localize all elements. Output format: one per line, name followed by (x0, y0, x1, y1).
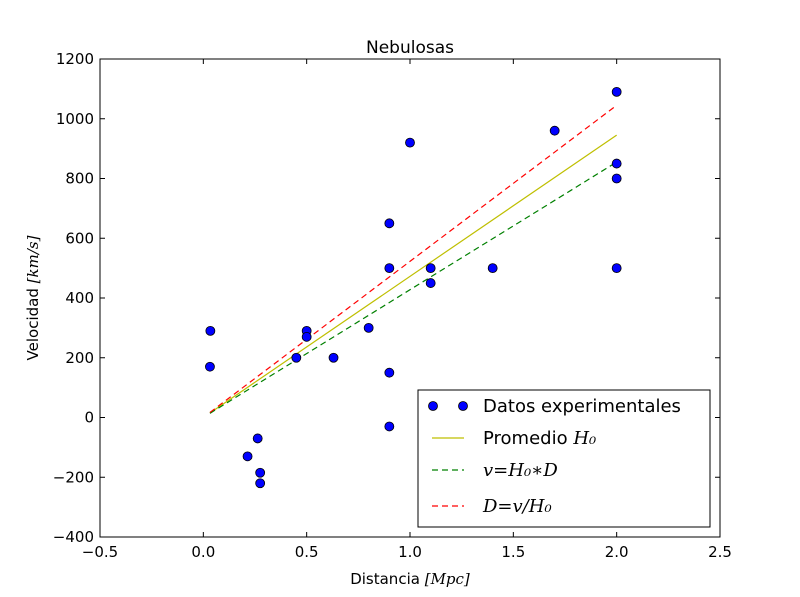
y-tick-label: 400 (65, 289, 94, 307)
data-point (252, 433, 263, 444)
y-axis-label-text: Velocidad (24, 288, 42, 360)
data-point (384, 263, 395, 274)
plot-area (205, 86, 622, 489)
legend-label: v=H₀∗D (483, 460, 558, 481)
data-point (611, 86, 622, 97)
data-point (425, 278, 436, 288)
y-tick-label: 1200 (56, 50, 94, 68)
data-point (363, 322, 374, 333)
y-tick-label: 1000 (56, 110, 94, 128)
x-tick-label: 0.5 (295, 543, 319, 561)
y-tick-label: −200 (53, 468, 94, 486)
legend-label: D=v/H₀ (482, 496, 552, 517)
legend-marker (458, 401, 468, 411)
data-point (255, 478, 266, 489)
series-line-3 (209, 104, 618, 413)
chart-title: Nebulosas (366, 38, 454, 58)
data-point (205, 325, 216, 336)
data-point (405, 137, 415, 148)
data-point (487, 263, 498, 274)
x-axis-label-text: Distancia (350, 570, 420, 588)
y-tick-label: 0 (84, 409, 94, 427)
x-tick-label: 2.5 (708, 543, 732, 561)
y-axis-label-math: [km/s] (24, 235, 42, 283)
data-point (549, 125, 560, 136)
data-point (242, 451, 253, 462)
legend: Datos experimentales Promedio H₀ v=H₀∗D D=v… (417, 389, 711, 528)
y-tick-label: 600 (65, 229, 94, 247)
x-tick-label: 0.0 (191, 543, 215, 561)
data-point (384, 421, 395, 432)
x-axis-label: Distancia [Mpc] (350, 570, 470, 588)
y-tick-label: 200 (65, 349, 94, 367)
data-point (255, 467, 266, 478)
legend-label: Promedio H₀ (483, 428, 596, 449)
x-tick-label: 1.5 (501, 543, 525, 561)
legend-marker (428, 401, 438, 411)
data-point (384, 218, 395, 229)
data-point (611, 173, 622, 184)
series-line-1 (209, 134, 618, 414)
axis-ticks: −0.5 0.0 0.5 1.0 1.5 2.0 2.5 −400 −200 0 200 400 600… (53, 50, 732, 561)
data-point (291, 352, 302, 363)
data-point (611, 158, 622, 169)
x-tick-label: 2.0 (605, 543, 629, 561)
data-point (205, 361, 215, 372)
legend-label: Datos experimentales (483, 396, 681, 417)
data-point (425, 263, 436, 274)
data-point (611, 263, 622, 274)
data-point (301, 331, 312, 342)
x-tick-label: 1.0 (398, 543, 422, 561)
y-tick-label: 800 (65, 170, 94, 188)
data-point (384, 367, 395, 378)
y-tick-label: −400 (53, 528, 94, 546)
legend-box (417, 389, 711, 528)
data-point (328, 352, 339, 363)
x-axis-label-math: [Mpc] (425, 570, 470, 588)
y-axis-label: Velocidad [km/s] (24, 235, 42, 360)
x-tick-label: −0.5 (82, 543, 118, 561)
